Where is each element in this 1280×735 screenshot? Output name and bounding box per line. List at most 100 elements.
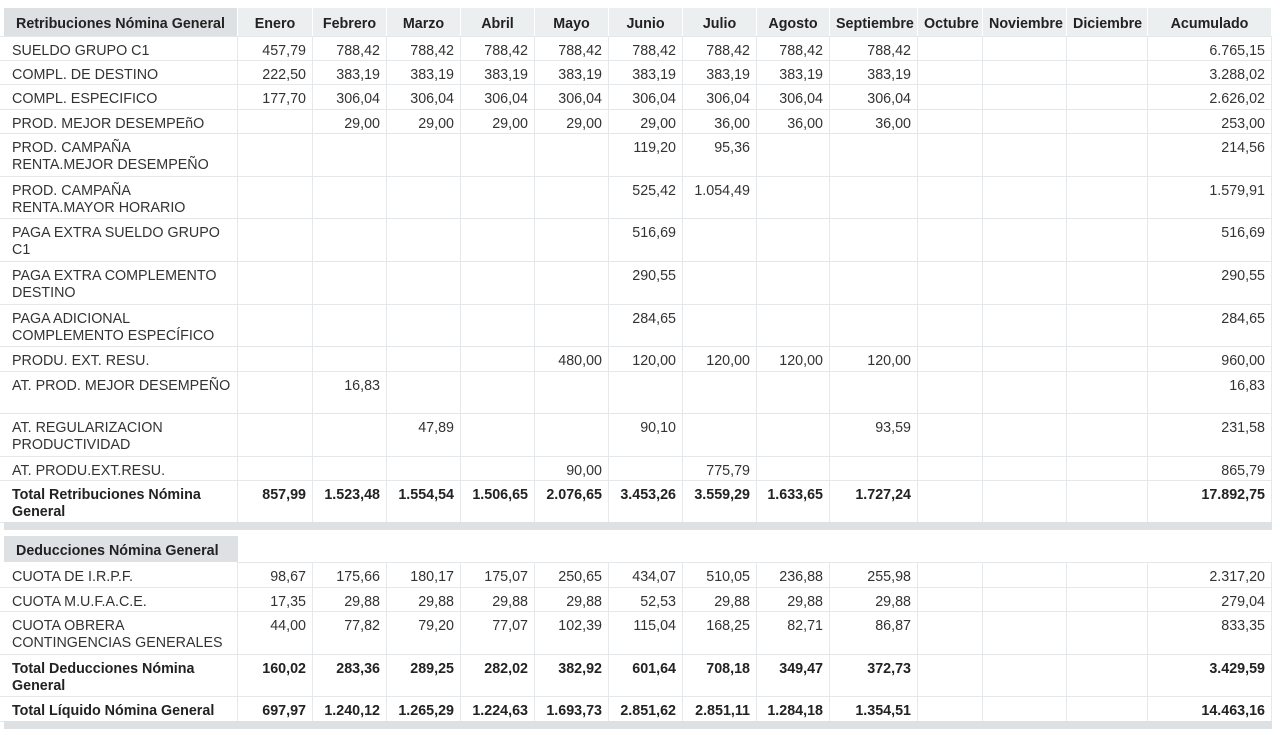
month-cell-9 — [918, 346, 983, 371]
table-row: CUOTA M.U.F.A.C.E. 17,35 29,88 29,88 29,88 29… — [0, 587, 1272, 612]
month-cell-11 — [1067, 304, 1148, 346]
total-liquido-row: Total Líquido Nómina General 697,97 1.240,… — [0, 696, 1272, 722]
month-cell-3: 1.224,63 — [461, 696, 535, 721]
month-cell-9 — [918, 261, 983, 304]
month-cell-5: 119,20 — [609, 133, 683, 176]
month-cell-8 — [830, 133, 918, 176]
row-label: Total Deducciones Nómina General — [4, 654, 238, 696]
month-cell-3: 29,88 — [461, 587, 535, 611]
month-cell-0: 160,02 — [238, 654, 313, 696]
month-cell-6: 383,19 — [683, 60, 757, 84]
accumulated-cell: 1.579,91 — [1148, 176, 1272, 218]
month-cell-0 — [238, 304, 313, 346]
month-cell-7: 82,71 — [757, 611, 830, 654]
month-cell-1: 283,36 — [313, 654, 387, 696]
month-cell-0 — [238, 218, 313, 261]
month-cell-2: 29,00 — [387, 109, 461, 133]
month-cell-7 — [757, 218, 830, 261]
accumulated-cell: 16,83 — [1148, 371, 1272, 413]
month-cell-8: 372,73 — [830, 654, 918, 696]
month-cell-6: 775,79 — [683, 456, 757, 480]
month-cell-9 — [918, 84, 983, 109]
month-cell-7: Agosto — [757, 8, 830, 36]
month-cell-1: 306,04 — [313, 84, 387, 109]
month-cell-0 — [238, 413, 313, 456]
accumulated-cell: 279,04 — [1148, 587, 1272, 611]
month-cell-9 — [918, 218, 983, 261]
row-label: COMPL. ESPECIFICO — [4, 84, 238, 109]
month-cell-11 — [1067, 371, 1148, 413]
month-cell-0 — [238, 176, 313, 218]
month-cell-11 — [1067, 261, 1148, 304]
month-cell-8: 1.727,24 — [830, 480, 918, 522]
month-cell-4: 788,42 — [535, 36, 609, 60]
deducciones-header-spacer — [238, 536, 1272, 563]
row-label: PROD. CAMPAÑA RENTA.MEJOR DESEMPEÑO — [4, 133, 238, 176]
month-cell-8: 93,59 — [830, 413, 918, 456]
accumulated-cell: 231,58 — [1148, 413, 1272, 456]
month-cell-10 — [983, 109, 1067, 133]
month-cell-4: 90,00 — [535, 456, 609, 480]
month-cell-0: 98,67 — [238, 562, 313, 587]
row-label: CUOTA DE I.R.P.F. — [4, 562, 238, 587]
table-header: Retribuciones Nómina General Enero Febrero… — [0, 8, 1272, 37]
row-label: PRODU. EXT. RESU. — [4, 346, 238, 371]
bottom-separator — [4, 721, 1272, 729]
month-cell-9 — [918, 133, 983, 176]
month-cell-2: 289,25 — [387, 654, 461, 696]
table-row: CUOTA DE I.R.P.F. 98,67 175,66 180,17 175,07… — [0, 562, 1272, 588]
month-cell-9 — [918, 304, 983, 346]
month-cell-4 — [535, 413, 609, 456]
month-cell-10 — [983, 696, 1067, 721]
month-cell-2: 1.265,29 — [387, 696, 461, 721]
month-cell-8: 120,00 — [830, 346, 918, 371]
month-cell-7 — [757, 413, 830, 456]
month-cell-6: Julio — [683, 8, 757, 36]
month-cell-8 — [830, 456, 918, 480]
month-cell-3: Abril — [461, 8, 535, 36]
row-label: CUOTA M.U.F.A.C.E. — [4, 587, 238, 611]
month-cell-5: 2.851,62 — [609, 696, 683, 721]
month-cell-10 — [983, 261, 1067, 304]
month-cell-6 — [683, 413, 757, 456]
month-cell-2 — [387, 218, 461, 261]
month-cell-6: 3.559,29 — [683, 480, 757, 522]
month-cell-5: 284,65 — [609, 304, 683, 346]
row-label: AT. PRODU.EXT.RESU. — [4, 456, 238, 480]
month-cell-0 — [238, 133, 313, 176]
accumulated-cell: 3.288,02 — [1148, 60, 1272, 84]
month-cell-10 — [983, 36, 1067, 60]
month-cell-4: 382,92 — [535, 654, 609, 696]
month-cell-1 — [313, 304, 387, 346]
month-cell-7 — [757, 261, 830, 304]
month-cell-4 — [535, 371, 609, 413]
month-cell-8 — [830, 218, 918, 261]
row-label: Total Líquido Nómina General — [4, 696, 238, 721]
month-cell-2 — [387, 261, 461, 304]
month-cell-5: Junio — [609, 8, 683, 36]
month-cell-4: 29,00 — [535, 109, 609, 133]
month-cell-2 — [387, 371, 461, 413]
month-cell-2: 180,17 — [387, 562, 461, 587]
month-cell-6: 1.054,49 — [683, 176, 757, 218]
month-cell-6: 708,18 — [683, 654, 757, 696]
month-cell-10 — [983, 304, 1067, 346]
accumulated-cell: 284,65 — [1148, 304, 1272, 346]
month-cell-5: 516,69 — [609, 218, 683, 261]
month-cell-6: 168,25 — [683, 611, 757, 654]
month-cell-3 — [461, 413, 535, 456]
month-cell-2: Marzo — [387, 8, 461, 36]
accumulated-cell: 253,00 — [1148, 109, 1272, 133]
row-label: Total Retribuciones Nómina General — [4, 480, 238, 522]
month-cell-2: 306,04 — [387, 84, 461, 109]
month-cell-7: 788,42 — [757, 36, 830, 60]
month-cell-7 — [757, 371, 830, 413]
month-cell-6: 36,00 — [683, 109, 757, 133]
month-cell-6: 29,88 — [683, 587, 757, 611]
month-cell-0 — [238, 456, 313, 480]
table-row: CUOTA OBRERA CONTINGENCIAS GENERALES 44,0… — [0, 611, 1272, 655]
month-cell-9 — [918, 36, 983, 60]
month-cell-5: 383,19 — [609, 60, 683, 84]
month-cell-7: 383,19 — [757, 60, 830, 84]
